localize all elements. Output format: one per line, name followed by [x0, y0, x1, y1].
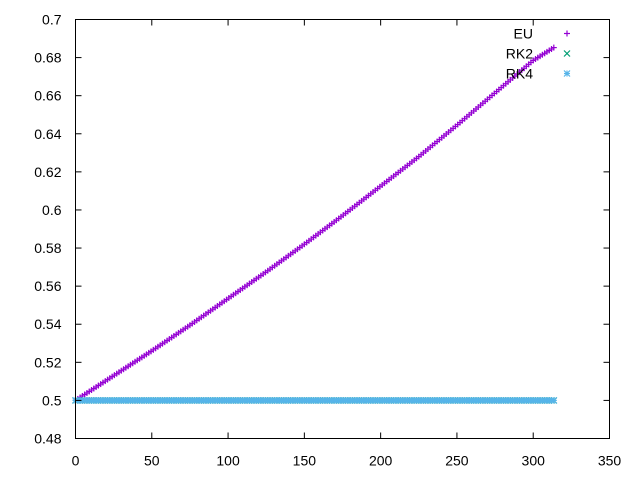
y-tick-label: 0.48	[34, 431, 61, 447]
y-tick-label: 0.7	[42, 12, 62, 28]
plot-frame	[75, 19, 610, 439]
x-tick-label: 250	[445, 453, 469, 469]
y-tick-label: 0.62	[34, 164, 61, 180]
y-tick-label: 0.6	[42, 202, 62, 218]
x-tick-label: 50	[144, 453, 160, 469]
legend-label-rk2: RK2	[506, 46, 533, 62]
y-tick-label: 0.5	[42, 392, 62, 408]
x-tick-label: 150	[293, 453, 317, 469]
x-tick-label: 100	[216, 453, 240, 469]
x-tick-label: 300	[522, 453, 546, 469]
y-tick-label: 0.54	[34, 316, 61, 332]
y-tick-label: 0.66	[34, 88, 61, 104]
legend-marker-eu	[564, 30, 570, 37]
legend-label-rk4: RK4	[506, 66, 533, 82]
legend-marker-rk4	[563, 70, 571, 77]
y-tick-label: 0.68	[34, 50, 61, 66]
series-rk4	[72, 396, 558, 404]
legend-label-eu: EU	[514, 26, 533, 42]
data-point-rk4	[550, 396, 558, 404]
y-tick-label: 0.52	[34, 354, 61, 370]
legend-marker-rk2	[563, 50, 571, 57]
data-point-eu	[550, 44, 557, 51]
x-tick-label: 200	[369, 453, 393, 469]
series-eu	[72, 44, 557, 404]
y-tick-label: 0.64	[34, 126, 61, 142]
x-tick-label: 0	[72, 453, 80, 469]
y-tick-label: 0.58	[34, 240, 61, 256]
x-tick-label: 350	[598, 453, 622, 469]
y-tick-label: 0.56	[34, 278, 61, 294]
series-layer	[72, 44, 558, 404]
axes-layer: 0 50 100 150 200 250 300 350 0.48 0.5 0.52 0.54 0.56…	[34, 12, 621, 469]
legend: EU RK2 RK4	[506, 26, 571, 82]
